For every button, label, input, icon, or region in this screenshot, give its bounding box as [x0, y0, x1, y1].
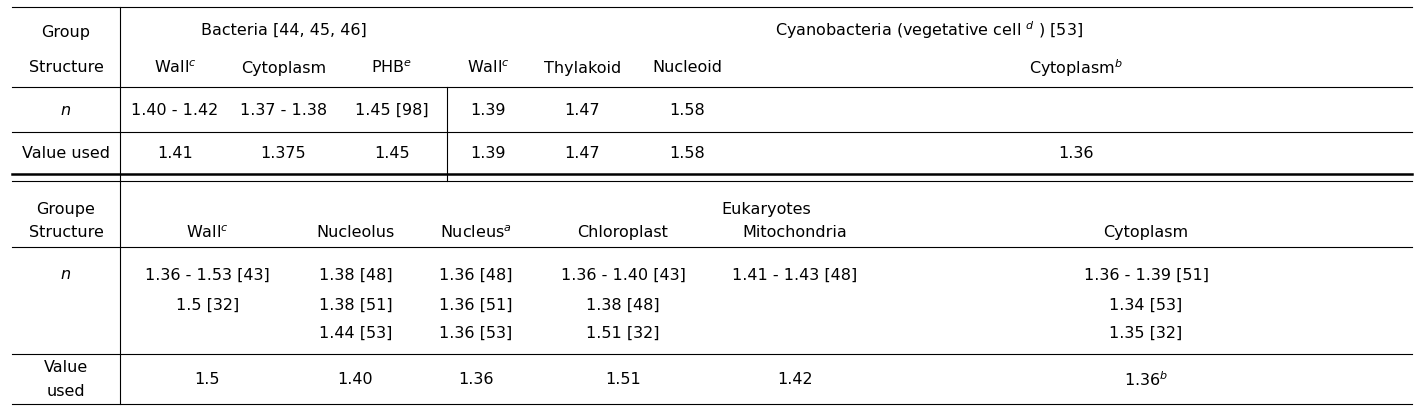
Text: 1.45: 1.45 — [375, 146, 410, 161]
Text: 1.36 - 1.40 [43]: 1.36 - 1.40 [43] — [561, 267, 685, 282]
Text: 1.36 - 1.53 [43]: 1.36 - 1.53 [43] — [145, 267, 271, 282]
Text: $n$: $n$ — [60, 103, 71, 118]
Text: 1.36 [48]: 1.36 [48] — [439, 267, 513, 282]
Text: Cytoplasm$^b$: Cytoplasm$^b$ — [1030, 57, 1124, 79]
Text: 1.36 [53]: 1.36 [53] — [440, 325, 513, 339]
Text: 1.39: 1.39 — [471, 146, 507, 161]
Text: Groupe: Groupe — [37, 202, 95, 217]
Text: 1.35 [32]: 1.35 [32] — [1109, 325, 1182, 339]
Text: 1.42: 1.42 — [778, 372, 813, 387]
Text: 1.47: 1.47 — [565, 146, 601, 161]
Text: 1.36: 1.36 — [459, 372, 494, 387]
Text: 1.37 - 1.38: 1.37 - 1.38 — [239, 103, 328, 118]
Text: Nucleolus: Nucleolus — [316, 225, 394, 240]
Text: 1.51 [32]: 1.51 [32] — [587, 325, 659, 339]
Text: 1.47: 1.47 — [565, 103, 601, 118]
Text: 1.40 - 1.42: 1.40 - 1.42 — [131, 103, 219, 118]
Text: 1.38 [48]: 1.38 [48] — [319, 267, 393, 282]
Text: 1.36: 1.36 — [1058, 146, 1094, 161]
Text: PHB$^e$: PHB$^e$ — [372, 60, 413, 76]
Text: 1.5 [32]: 1.5 [32] — [177, 297, 239, 312]
Text: 1.36 - 1.39 [51]: 1.36 - 1.39 [51] — [1084, 267, 1209, 282]
Text: Structure: Structure — [28, 61, 104, 75]
Text: Cytoplasm: Cytoplasm — [241, 61, 326, 75]
Text: 1.36 [51]: 1.36 [51] — [439, 297, 513, 312]
Text: Value: Value — [44, 360, 88, 375]
Text: Thylakoid: Thylakoid — [544, 61, 621, 75]
Text: 1.45 [98]: 1.45 [98] — [355, 103, 429, 118]
Text: Nucleus$^a$: Nucleus$^a$ — [440, 224, 513, 241]
Text: Chloroplast: Chloroplast — [578, 225, 668, 240]
Text: 1.38 [48]: 1.38 [48] — [587, 297, 659, 312]
Text: 1.36$^b$: 1.36$^b$ — [1124, 370, 1168, 389]
Text: Cyanobacteria (vegetative cell $^d$ ) [53]: Cyanobacteria (vegetative cell $^d$ ) [5… — [776, 19, 1084, 41]
Text: 1.41: 1.41 — [157, 146, 192, 161]
Text: 1.5: 1.5 — [195, 372, 221, 387]
Text: Structure: Structure — [28, 225, 104, 240]
Text: Wall$^c$: Wall$^c$ — [187, 224, 229, 241]
Text: 1.51: 1.51 — [605, 372, 641, 387]
Text: Group: Group — [41, 25, 91, 39]
Text: 1.44 [53]: 1.44 [53] — [319, 325, 392, 339]
Text: 1.39: 1.39 — [471, 103, 507, 118]
Text: 1.375: 1.375 — [261, 146, 306, 161]
Text: Value used: Value used — [21, 146, 110, 161]
Text: used: used — [47, 384, 85, 398]
Text: $n$: $n$ — [60, 267, 71, 282]
Text: Nucleoid: Nucleoid — [652, 61, 722, 75]
Text: 1.58: 1.58 — [669, 103, 705, 118]
Text: Wall$^c$: Wall$^c$ — [154, 60, 197, 76]
Text: Mitochondria: Mitochondria — [743, 225, 847, 240]
Text: 1.58: 1.58 — [669, 146, 705, 161]
Text: Bacteria [44, 45, 46]: Bacteria [44, 45, 46] — [201, 22, 366, 37]
Text: 1.34 [53]: 1.34 [53] — [1109, 297, 1182, 312]
Text: Wall$^c$: Wall$^c$ — [467, 60, 510, 76]
Text: Eukaryotes: Eukaryotes — [721, 202, 810, 217]
Text: 1.41 - 1.43 [48]: 1.41 - 1.43 [48] — [732, 267, 857, 282]
Text: Cytoplasm: Cytoplasm — [1104, 225, 1189, 240]
Text: 1.40: 1.40 — [337, 372, 373, 387]
Text: 1.38 [51]: 1.38 [51] — [319, 297, 393, 312]
